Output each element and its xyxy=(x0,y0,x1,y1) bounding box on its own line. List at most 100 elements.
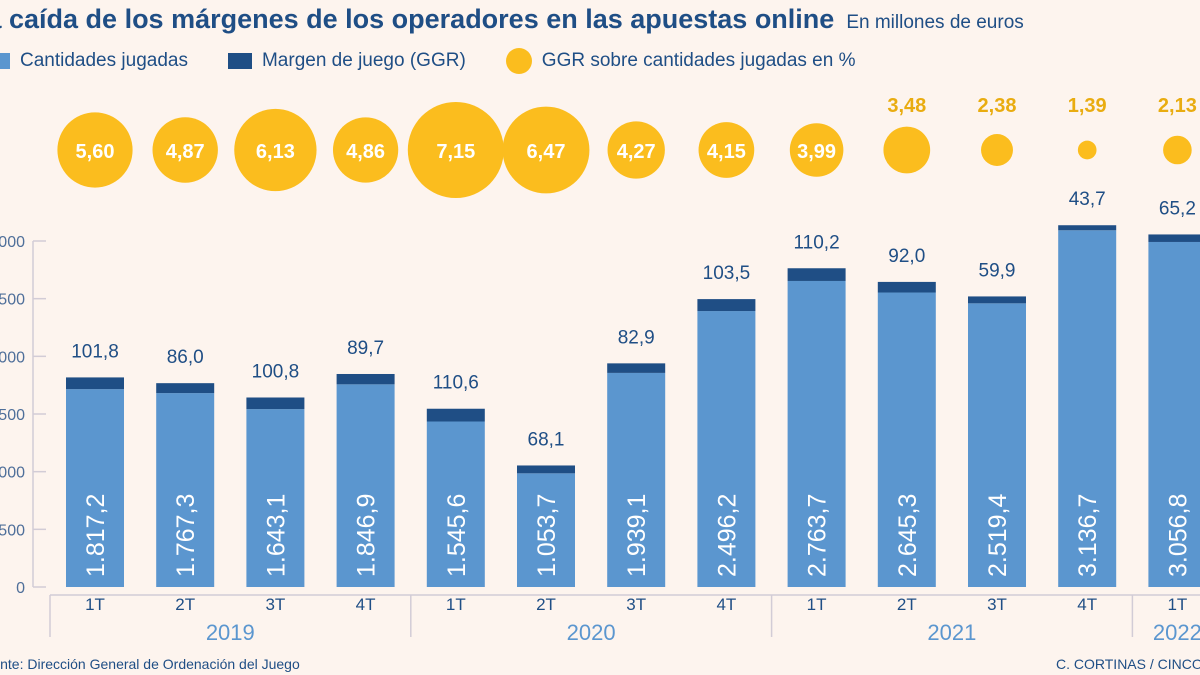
legend-item-pct: GGR sobre cantidades jugadas en % xyxy=(505,48,856,74)
bar-cantidades-jugadas xyxy=(607,372,666,587)
x-tick-label: 1T xyxy=(807,595,827,614)
bar-margen-ggr xyxy=(877,281,936,293)
y-tick-label: 1.500 xyxy=(0,407,25,424)
pct-bubble-label: 6,13 xyxy=(256,141,295,163)
ggr-value-label: 110,2 xyxy=(794,232,840,253)
y-tick-label: 2.500 xyxy=(0,292,25,309)
pct-bubble xyxy=(1077,140,1097,160)
year-label: 2020 xyxy=(567,620,616,645)
bar-cantidades-jugadas xyxy=(1148,241,1200,587)
pct-bubble-label: 3,99 xyxy=(797,141,836,163)
x-tick-label: 2T xyxy=(897,595,917,614)
ggr-value-label: 100,8 xyxy=(252,361,300,382)
bar-margen-ggr xyxy=(66,377,124,390)
pct-bubble-label: 4,27 xyxy=(617,141,656,163)
bar-value-label: 1.545,6 xyxy=(443,494,471,577)
ggr-value-label: 68,1 xyxy=(528,429,565,450)
x-tick-label: 2T xyxy=(536,595,556,614)
ggr-value-label: 59,9 xyxy=(979,260,1016,281)
bar-value-label: 2.496,2 xyxy=(713,494,741,577)
bar-margen-ggr xyxy=(517,465,575,474)
bar-cantidades-jugadas xyxy=(968,303,1026,587)
credit: C. CORTINAS / CINCO DÍAS xyxy=(1056,656,1200,672)
year-label: 2019 xyxy=(206,620,255,645)
bar-margen-ggr xyxy=(697,299,756,312)
y-tick-label: 2.000 xyxy=(0,349,25,366)
bar-cantidades-jugadas xyxy=(517,473,575,587)
y-tick-label: 500 xyxy=(0,522,25,539)
bar-cantidades-jugadas xyxy=(246,409,305,587)
pct-bubble-label: 7,15 xyxy=(436,141,475,163)
bar-value-label: 1.767,3 xyxy=(172,494,200,577)
pct-bubble xyxy=(607,121,665,179)
pct-bubble xyxy=(1163,135,1192,165)
bar-value-label: 1.939,1 xyxy=(623,494,651,577)
pct-bubble-label: 1,39 xyxy=(1068,95,1107,117)
ggr-value-label: 86,0 xyxy=(167,347,204,368)
bar-cantidades-jugadas xyxy=(787,280,846,587)
bar-margen-ggr xyxy=(968,296,1026,304)
ggr-value-label: 89,7 xyxy=(347,338,384,359)
y-tick-label: 0 xyxy=(16,580,25,597)
x-tick-label: 4T xyxy=(716,595,736,614)
legend-label: Margen de juego (GGR) xyxy=(261,50,466,71)
ggr-value-label: 82,9 xyxy=(618,327,655,348)
year-label: 2021 xyxy=(927,620,976,645)
bar-cantidades-jugadas xyxy=(336,384,395,587)
bar-value-label: 1.053,7 xyxy=(533,494,561,577)
ggr-value-label: 43,7 xyxy=(1069,189,1106,210)
bar-margen-ggr xyxy=(1058,225,1117,231)
bar-cantidades-jugadas xyxy=(877,292,936,587)
bar-margen-ggr xyxy=(787,268,846,281)
bar-margen-ggr xyxy=(607,363,666,373)
ggr-value-label: 103,5 xyxy=(703,263,751,284)
pct-bubble-label: 4,86 xyxy=(346,141,385,163)
pct-bubble xyxy=(152,117,218,183)
chart-title: La caída de los márgenes de los operador… xyxy=(0,4,1024,35)
pct-bubble xyxy=(883,126,931,174)
bar-margen-ggr xyxy=(426,408,485,422)
bar-cantidades-jugadas xyxy=(426,421,485,587)
y-tick-label: 3.000 xyxy=(0,234,25,251)
x-tick-label: 1T xyxy=(446,595,466,614)
bar-value-label: 3.056,8 xyxy=(1164,494,1192,577)
bar-value-label: 1.643,1 xyxy=(262,494,290,577)
pct-bubble xyxy=(407,102,504,198)
pct-bubble-label: 6,47 xyxy=(527,141,566,163)
pct-bubble-label: 2,13 xyxy=(1158,95,1197,117)
ggr-value-label: 110,6 xyxy=(433,373,479,394)
x-tick-label: 4T xyxy=(356,595,376,614)
pct-bubble xyxy=(981,134,1013,166)
pct-bubble xyxy=(789,123,844,177)
pct-bubble-label: 4,15 xyxy=(707,141,746,163)
bar-value-label: 1.846,9 xyxy=(353,494,381,577)
bar-margen-ggr xyxy=(246,397,305,410)
bar-margen-ggr xyxy=(1148,234,1200,242)
bar-cantidades-jugadas xyxy=(66,389,124,587)
pct-bubble xyxy=(698,122,755,178)
pct-bubble xyxy=(332,117,399,183)
bar-cantidades-jugadas xyxy=(1058,230,1117,588)
pct-bubble-label: 2,38 xyxy=(978,95,1017,117)
legend-label: GGR sobre cantidades jugadas en % xyxy=(541,50,856,71)
bar-value-label: 3.136,7 xyxy=(1074,494,1102,577)
pct-bubble xyxy=(57,112,133,188)
legend: Cantidades jugadas Margen de juego (GGR)… xyxy=(0,48,855,74)
x-tick-label: 1T xyxy=(85,595,105,614)
bar-value-label: 2.763,7 xyxy=(804,494,832,577)
x-tick-label: 4T xyxy=(1077,595,1097,614)
subtitle-text: En millones de euros xyxy=(846,12,1024,33)
legend-label: Cantidades jugadas xyxy=(20,50,188,71)
bar-value-label: 2.519,4 xyxy=(984,493,1012,577)
x-tick-label: 3T xyxy=(987,595,1007,614)
bar-cantidades-jugadas xyxy=(156,393,215,587)
pct-bubble xyxy=(234,108,317,192)
source: Fuente: Dirección General de Ordenación … xyxy=(0,656,300,672)
x-tick-label: 2T xyxy=(175,595,195,614)
bar-value-label: 2.645,3 xyxy=(894,494,922,577)
bar-margen-ggr xyxy=(156,383,215,394)
legend-swatch xyxy=(227,53,252,69)
bar-value-label: 1.817,2 xyxy=(82,494,110,577)
ggr-value-label: 92,0 xyxy=(888,246,925,267)
